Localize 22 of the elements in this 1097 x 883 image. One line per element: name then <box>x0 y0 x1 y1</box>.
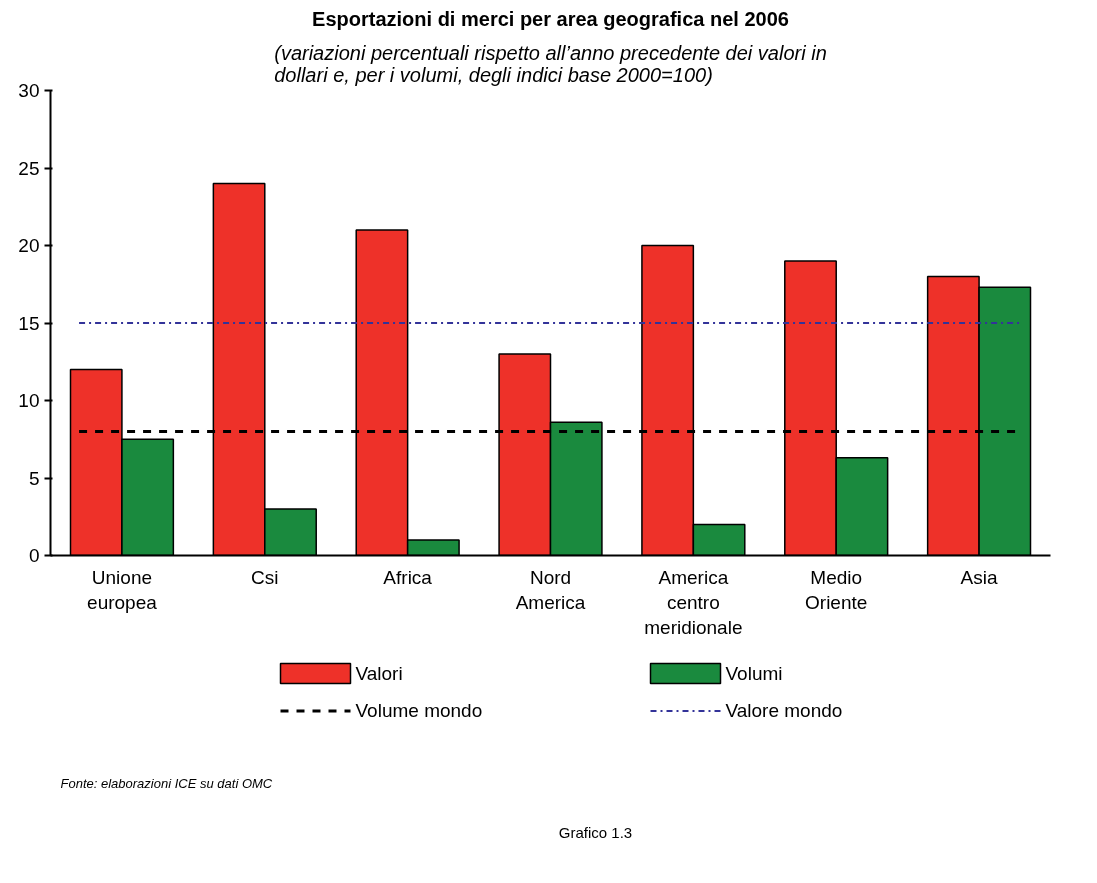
x-tick-label: America centro meridionale <box>644 566 743 638</box>
x-tick-label: Medio Oriente <box>805 566 868 613</box>
chart-subtitle: (variazioni percentuali rispetto all’anno precedente dei valori in dollari e, per i volumi, degli indici base 2000=100) <box>274 41 827 86</box>
y-tick-label: 15 <box>18 312 40 334</box>
y-tick-label: 25 <box>18 157 40 179</box>
y-tick-label: 5 <box>28 467 40 489</box>
x-tick-label: Africa <box>383 566 433 588</box>
legend-label: Valore mondo <box>725 700 843 722</box>
x-tick-label: Unione europea <box>87 566 158 613</box>
chart-title: Esportazioni di merci per area geografica nel 2006 <box>312 7 789 30</box>
y-tick-label: 20 <box>18 235 40 256</box>
x-tick-label: Nord America <box>515 566 586 613</box>
x-tick-label: Asia <box>960 566 998 588</box>
source-note: Fonte: elaborazioni ICE su dati OMC <box>60 775 273 791</box>
y-tick-label: 0 <box>28 545 40 566</box>
x-tick-label: Csi <box>251 566 279 588</box>
legend-label: Volume mondo <box>355 700 483 722</box>
y-tick-label: 30 <box>18 80 40 101</box>
y-tick-label: 10 <box>18 390 40 411</box>
text: Grafico 1.3 <box>558 823 633 841</box>
legend-label: Valori <box>355 663 403 684</box>
legend-label: Volumi <box>725 663 783 684</box>
